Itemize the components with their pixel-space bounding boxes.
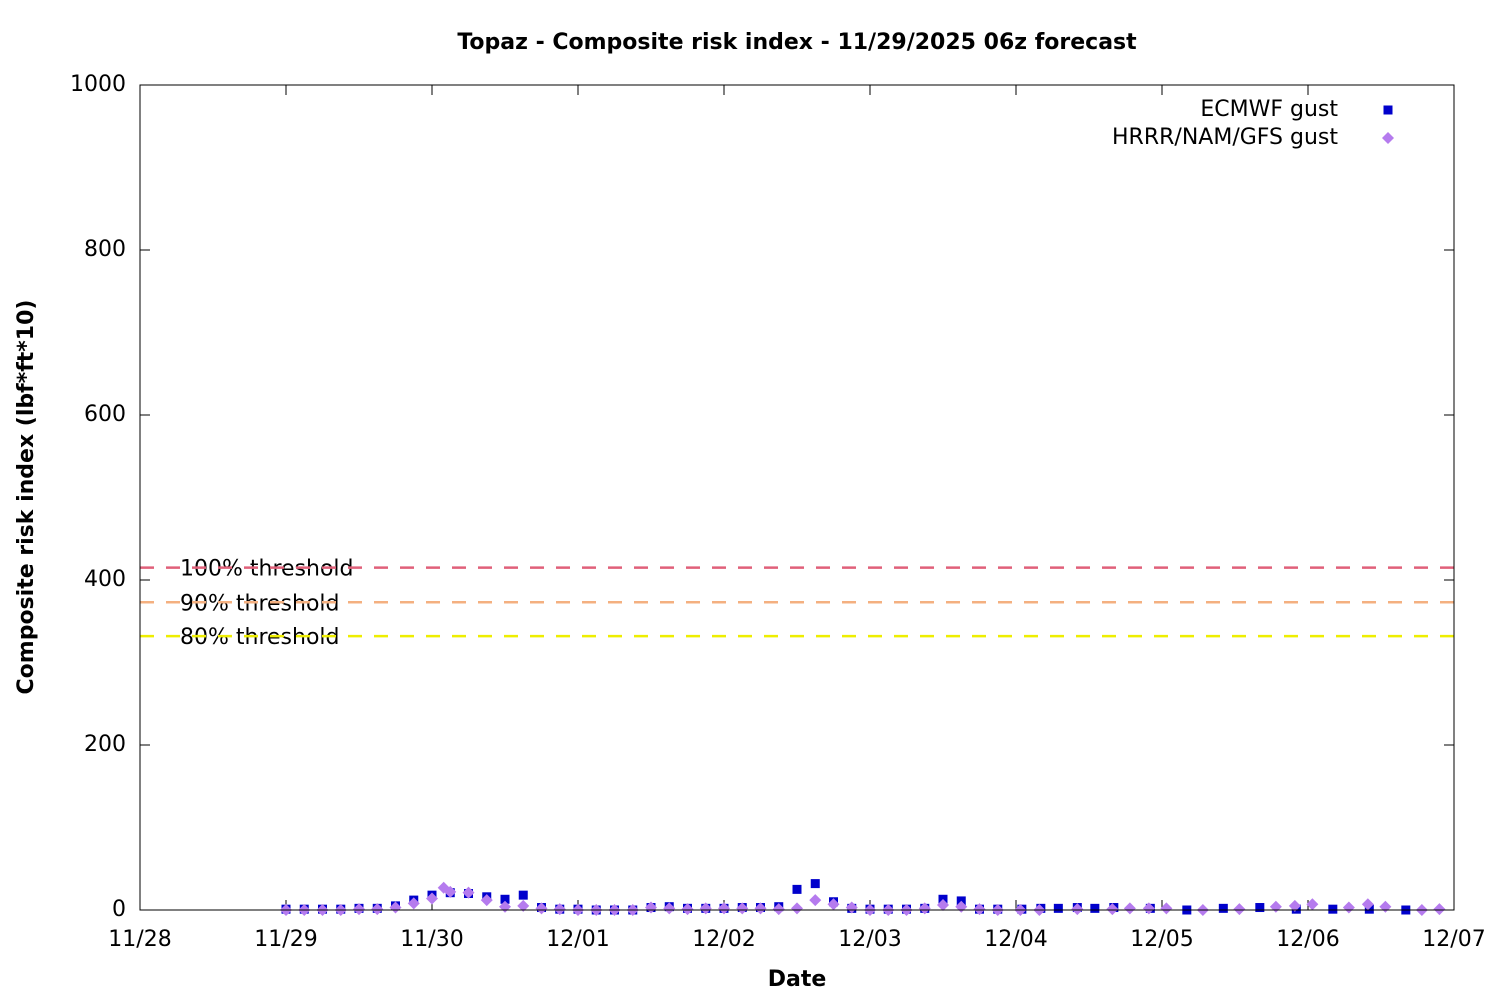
y-tick-label: 600 <box>84 402 126 427</box>
data-point <box>1342 901 1355 914</box>
data-point <box>937 899 949 912</box>
data-point <box>809 894 822 907</box>
data-point <box>353 903 365 916</box>
threshold-label: 100% threshold <box>180 557 354 582</box>
data-point <box>1255 903 1265 913</box>
data-point <box>1218 903 1228 913</box>
data-point <box>1160 902 1173 915</box>
x-tick-label: 12/01 <box>546 927 609 952</box>
x-tick-label: 12/06 <box>1276 927 1339 952</box>
y-tick-label: 0 <box>112 897 126 922</box>
x-axis-label: Date <box>768 967 827 992</box>
data-point <box>772 903 785 916</box>
data-point <box>1433 903 1446 916</box>
data-point <box>810 879 820 889</box>
data-point <box>407 897 420 910</box>
plot-frame <box>139 84 1455 911</box>
data-point <box>792 884 802 894</box>
x-tick-label: 12/03 <box>838 927 901 952</box>
data-point <box>1053 903 1063 913</box>
y-tick-label: 200 <box>84 732 126 757</box>
threshold-label: 80% threshold <box>180 625 340 650</box>
data-point <box>1361 898 1374 911</box>
data-point <box>845 901 858 914</box>
data-point <box>1071 903 1084 916</box>
data-point <box>718 902 730 915</box>
y-tick-label: 1000 <box>70 72 126 97</box>
data-point <box>645 901 657 914</box>
data-point <box>1106 903 1119 916</box>
data-point <box>1123 902 1136 915</box>
x-tick-label: 12/05 <box>1130 927 1193 952</box>
data-point <box>371 903 384 916</box>
x-tick-label: 12/02 <box>692 927 755 952</box>
y-axis-label: Composite risk index (lbf*ft*10) <box>14 300 39 695</box>
x-tick-label: 11/30 <box>400 927 463 952</box>
data-point <box>535 902 548 915</box>
legend-label: ECMWF gust <box>1200 97 1338 122</box>
data-point <box>518 890 528 900</box>
data-point <box>1328 904 1338 914</box>
x-tick-label: 11/28 <box>108 927 171 952</box>
chart-title: Topaz - Composite risk index - 11/29/202… <box>457 30 1137 55</box>
data-point <box>553 903 566 916</box>
threshold-label: 90% threshold <box>180 591 340 616</box>
legend-marker <box>1382 132 1394 144</box>
x-tick-label: 12/04 <box>984 927 1047 952</box>
x-tick-label: 11/29 <box>254 927 317 952</box>
data-point <box>500 894 510 904</box>
data-point <box>389 901 402 914</box>
data-point <box>918 902 931 915</box>
data-point <box>444 885 457 898</box>
data-point <box>699 902 712 915</box>
data-point <box>1090 903 1100 913</box>
data-point <box>1142 902 1155 915</box>
data-point <box>973 903 986 916</box>
data-point <box>736 902 749 915</box>
data-point <box>754 902 767 915</box>
data-point <box>827 898 840 911</box>
data-point <box>1306 898 1319 911</box>
legend-label: HRRR/NAM/GFS gust <box>1112 125 1338 150</box>
x-tick-label: 12/07 <box>1422 927 1485 952</box>
data-point <box>663 902 676 915</box>
data-point <box>1364 904 1374 914</box>
data-point <box>480 894 493 907</box>
data-point <box>791 902 803 915</box>
y-tick-label: 400 <box>84 567 126 592</box>
data-point <box>462 886 475 899</box>
data-point <box>1233 903 1246 916</box>
data-point <box>426 892 438 905</box>
data-point <box>681 903 694 916</box>
legend-marker <box>1383 105 1393 115</box>
data-point <box>517 899 530 912</box>
y-tick-label: 800 <box>84 237 126 262</box>
data-point <box>1288 899 1301 912</box>
